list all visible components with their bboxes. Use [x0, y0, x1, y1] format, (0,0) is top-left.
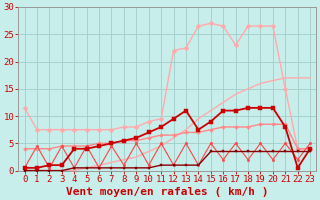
X-axis label: Vent moyen/en rafales ( km/h ): Vent moyen/en rafales ( km/h ): [66, 187, 268, 197]
